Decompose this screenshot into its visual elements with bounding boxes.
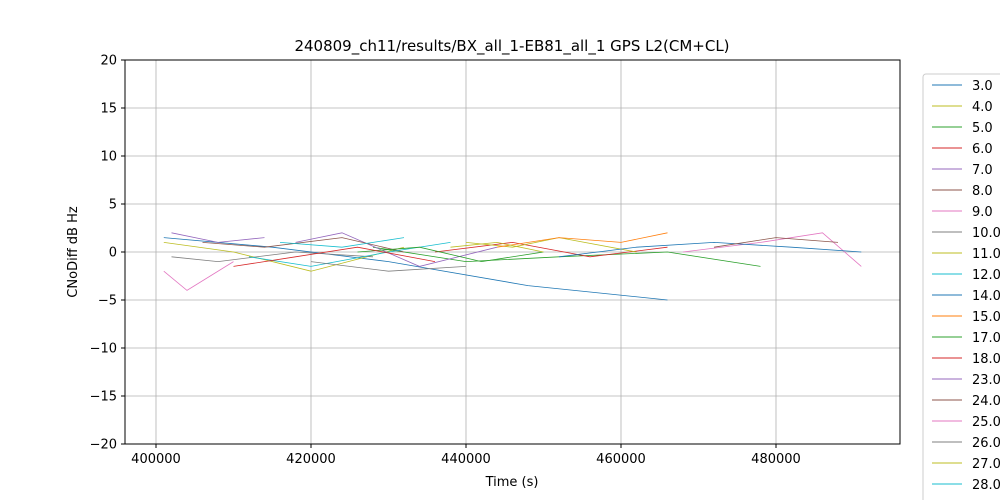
y-tick-label: 15	[100, 102, 117, 117]
legend: 3.0 4.0 5.0 6.0 7.0 8.0 9.0 10.0 11.0 12.0 14.0 15.…	[922, 73, 1000, 500]
legend-entry-10.0: 10.0	[972, 226, 1000, 241]
series-line-3.0	[163, 237, 668, 301]
series-line-10.0	[171, 251, 374, 263]
series-line-9.0	[682, 232, 862, 267]
legend-entry-9.0: 9.0	[972, 205, 993, 220]
series-line-28.0	[279, 237, 405, 248]
series-line-7.0	[295, 232, 498, 267]
x-axis-label: Time (s)	[485, 475, 539, 490]
y-tick-label: 20	[100, 54, 117, 69]
series-line-6.0	[434, 241, 668, 258]
legend-entry-28.0: 28.0	[972, 478, 1000, 493]
y-tick-label: 5	[109, 198, 117, 213]
legend-entry-5.0: 5.0	[972, 121, 993, 136]
legend-entry-26.0: 26.0	[972, 436, 1000, 451]
data-layer	[163, 232, 862, 301]
series-line-8.0	[202, 237, 405, 253]
chart-title: 240809_ch11/results/BX_all_1-EB81_all_1 …	[294, 37, 729, 56]
series-group	[163, 232, 862, 301]
legend-entry-18.0: 18.0	[972, 352, 1000, 367]
y-axis: −20 −15 −10 −5 0 5 10 15 20	[90, 54, 125, 453]
y-tick-label: 0	[109, 246, 117, 261]
y-tick-label: −5	[98, 294, 117, 309]
series-line-25.0	[163, 261, 234, 291]
x-tick-label: 400000	[131, 452, 181, 467]
legend-entry-14.0: 14.0	[972, 289, 1000, 304]
series-line-26.0	[310, 261, 467, 272]
legend-entry-23.0: 23.0	[972, 373, 1000, 388]
series-line-17.0	[357, 246, 544, 263]
series-line-4.0	[163, 242, 405, 272]
legend-entry-3.0: 3.0	[972, 79, 993, 94]
legend-entry-4.0: 4.0	[972, 100, 993, 115]
y-axis-label: CNoDiff dB Hz	[66, 206, 81, 298]
legend-entry-7.0: 7.0	[972, 163, 993, 178]
legend-entry-27.0: 27.0	[972, 457, 1000, 472]
series-line-15.0	[496, 232, 668, 248]
y-tick-label: −15	[90, 390, 117, 405]
series-line-27.0	[450, 241, 544, 253]
series-line-18.0	[233, 246, 436, 267]
legend-entry-12.0: 12.0	[972, 268, 1000, 283]
legend-entry-6.0: 6.0	[972, 142, 993, 157]
x-axis: 400000 420000 440000 460000 480000	[131, 444, 801, 467]
legend-entry-15.0: 15.0	[972, 310, 1000, 325]
legend-box	[922, 73, 1000, 500]
y-tick-label: −10	[90, 342, 117, 357]
legend-entry-25.0: 25.0	[972, 415, 1000, 430]
legend-entry-11.0: 11.0	[972, 247, 1000, 262]
series-line-11.0	[465, 237, 637, 253]
series-line-23.0	[171, 232, 265, 243]
x-tick-label: 480000	[751, 452, 801, 467]
series-line-14.0	[558, 241, 862, 258]
y-tick-label: 10	[100, 150, 117, 165]
y-tick-label: −20	[90, 438, 117, 453]
legend-entry-17.0: 17.0	[972, 331, 1000, 346]
legend-entry-24.0: 24.0	[972, 394, 1000, 409]
x-tick-label: 440000	[441, 452, 491, 467]
x-tick-label: 420000	[286, 452, 336, 467]
x-tick-label: 460000	[596, 452, 646, 467]
legend-entry-8.0: 8.0	[972, 184, 993, 199]
series-line-24.0	[713, 237, 839, 248]
